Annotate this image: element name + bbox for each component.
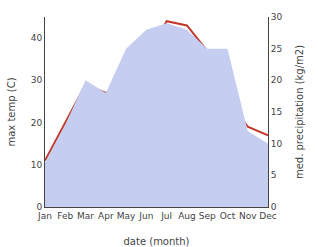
svg-text:Sep: Sep (199, 211, 216, 221)
svg-text:30: 30 (31, 75, 43, 85)
svg-text:date (month): date (month) (124, 236, 190, 247)
svg-text:Feb: Feb (57, 211, 73, 221)
svg-text:20: 20 (271, 75, 283, 85)
svg-text:Aug: Aug (178, 211, 196, 221)
svg-text:Nov: Nov (239, 211, 257, 221)
svg-text:40: 40 (31, 33, 43, 43)
svg-text:Dec: Dec (259, 211, 276, 221)
svg-text:20: 20 (31, 118, 43, 128)
svg-text:max temp (C): max temp (C) (6, 77, 17, 146)
svg-text:Mar: Mar (77, 211, 94, 221)
svg-text:0: 0 (271, 202, 277, 212)
svg-text:15: 15 (271, 107, 282, 117)
svg-text:5: 5 (271, 170, 277, 180)
svg-text:Jul: Jul (160, 211, 172, 221)
svg-text:Jan: Jan (37, 211, 52, 221)
svg-text:0: 0 (36, 202, 42, 212)
svg-text:Apr: Apr (98, 211, 114, 221)
svg-text:Oct: Oct (220, 211, 236, 221)
svg-text:May: May (117, 211, 136, 221)
svg-text:10: 10 (271, 139, 283, 149)
svg-text:25: 25 (271, 44, 282, 54)
svg-text:30: 30 (271, 12, 283, 22)
svg-text:10: 10 (31, 160, 43, 170)
svg-text:med. precipitation (kg/m2): med. precipitation (kg/m2) (294, 45, 305, 179)
svg-text:Jun: Jun (138, 211, 153, 221)
